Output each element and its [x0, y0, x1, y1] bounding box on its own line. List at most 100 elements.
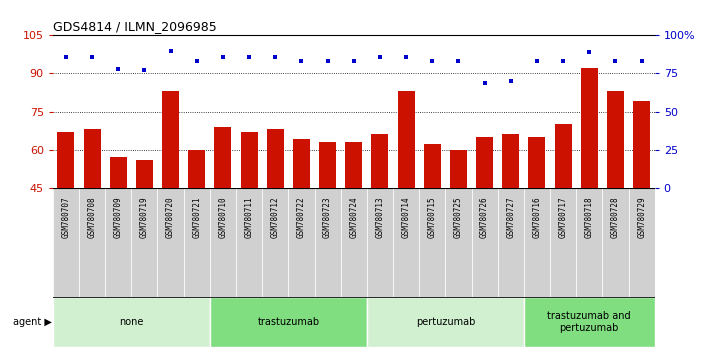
Bar: [53, 188, 79, 297]
Bar: [550, 188, 576, 297]
Text: GSM780723: GSM780723: [323, 196, 332, 238]
Bar: [367, 297, 524, 347]
Text: GSM780718: GSM780718: [585, 196, 593, 238]
Bar: [110, 157, 127, 188]
Text: GSM780719: GSM780719: [140, 196, 149, 238]
Bar: [315, 188, 341, 297]
Bar: [58, 132, 75, 188]
Point: [165, 48, 176, 53]
Text: GDS4814 / ILMN_2096985: GDS4814 / ILMN_2096985: [53, 20, 217, 33]
Point: [348, 58, 359, 64]
Bar: [472, 188, 498, 297]
Bar: [136, 160, 153, 188]
Bar: [524, 297, 655, 347]
Text: GSM780708: GSM780708: [87, 196, 96, 238]
Point: [610, 58, 621, 64]
Bar: [607, 91, 624, 188]
Text: trastuzumab: trastuzumab: [257, 317, 320, 327]
Bar: [215, 127, 232, 188]
Text: GSM780712: GSM780712: [271, 196, 279, 238]
Bar: [424, 144, 441, 188]
Bar: [398, 91, 415, 188]
Text: GSM780709: GSM780709: [114, 196, 122, 238]
Point: [244, 54, 255, 59]
Bar: [341, 188, 367, 297]
Text: trastuzumab and
pertuzumab: trastuzumab and pertuzumab: [548, 311, 631, 333]
Text: GSM780725: GSM780725: [454, 196, 463, 238]
Bar: [446, 188, 472, 297]
Point: [322, 58, 333, 64]
Bar: [345, 142, 363, 188]
Point: [505, 78, 517, 84]
Point: [87, 54, 98, 59]
Bar: [262, 188, 289, 297]
Bar: [289, 188, 315, 297]
Bar: [367, 188, 393, 297]
Bar: [629, 188, 655, 297]
Bar: [319, 142, 336, 188]
Point: [636, 58, 647, 64]
Point: [375, 54, 386, 59]
Text: agent ▶: agent ▶: [13, 317, 51, 327]
Bar: [603, 188, 629, 297]
Text: GSM780714: GSM780714: [401, 196, 410, 238]
Bar: [498, 188, 524, 297]
Bar: [210, 188, 236, 297]
Bar: [555, 124, 572, 188]
Point: [270, 54, 281, 59]
Point: [558, 58, 569, 64]
Bar: [293, 139, 310, 188]
Bar: [476, 137, 493, 188]
Text: GSM780721: GSM780721: [192, 196, 201, 238]
Point: [113, 66, 124, 72]
Point: [427, 58, 438, 64]
Text: GSM780717: GSM780717: [558, 196, 567, 238]
Text: GSM780729: GSM780729: [637, 196, 646, 238]
Text: GSM780707: GSM780707: [61, 196, 70, 238]
Bar: [236, 188, 262, 297]
Bar: [529, 137, 546, 188]
Text: GSM780722: GSM780722: [297, 196, 306, 238]
Point: [532, 58, 543, 64]
Text: GSM780728: GSM780728: [611, 196, 620, 238]
Text: GSM780713: GSM780713: [375, 196, 384, 238]
Point: [218, 54, 229, 59]
Text: GSM780726: GSM780726: [480, 196, 489, 238]
Point: [296, 58, 307, 64]
Text: GSM780710: GSM780710: [218, 196, 227, 238]
Point: [401, 54, 412, 59]
Text: GSM780724: GSM780724: [349, 196, 358, 238]
Point: [479, 80, 490, 85]
Point: [61, 54, 72, 59]
Point: [139, 68, 150, 73]
Point: [584, 49, 595, 55]
Text: GSM780715: GSM780715: [428, 196, 436, 238]
Text: GSM780720: GSM780720: [166, 196, 175, 238]
Text: none: none: [119, 317, 144, 327]
Bar: [79, 188, 105, 297]
Bar: [184, 188, 210, 297]
Bar: [419, 188, 446, 297]
Text: GSM780716: GSM780716: [532, 196, 541, 238]
Bar: [576, 188, 603, 297]
Bar: [188, 149, 206, 188]
Bar: [84, 129, 101, 188]
Bar: [393, 188, 419, 297]
Text: GSM780711: GSM780711: [244, 196, 253, 238]
Bar: [210, 297, 367, 347]
Bar: [241, 132, 258, 188]
Text: pertuzumab: pertuzumab: [415, 317, 475, 327]
Bar: [158, 188, 184, 297]
Text: GSM780727: GSM780727: [506, 196, 515, 238]
Bar: [162, 91, 179, 188]
Bar: [267, 129, 284, 188]
Bar: [132, 188, 158, 297]
Point: [453, 58, 464, 64]
Bar: [581, 68, 598, 188]
Bar: [53, 297, 210, 347]
Bar: [633, 101, 650, 188]
Bar: [502, 135, 520, 188]
Bar: [450, 149, 467, 188]
Point: [191, 58, 202, 64]
Bar: [372, 135, 389, 188]
